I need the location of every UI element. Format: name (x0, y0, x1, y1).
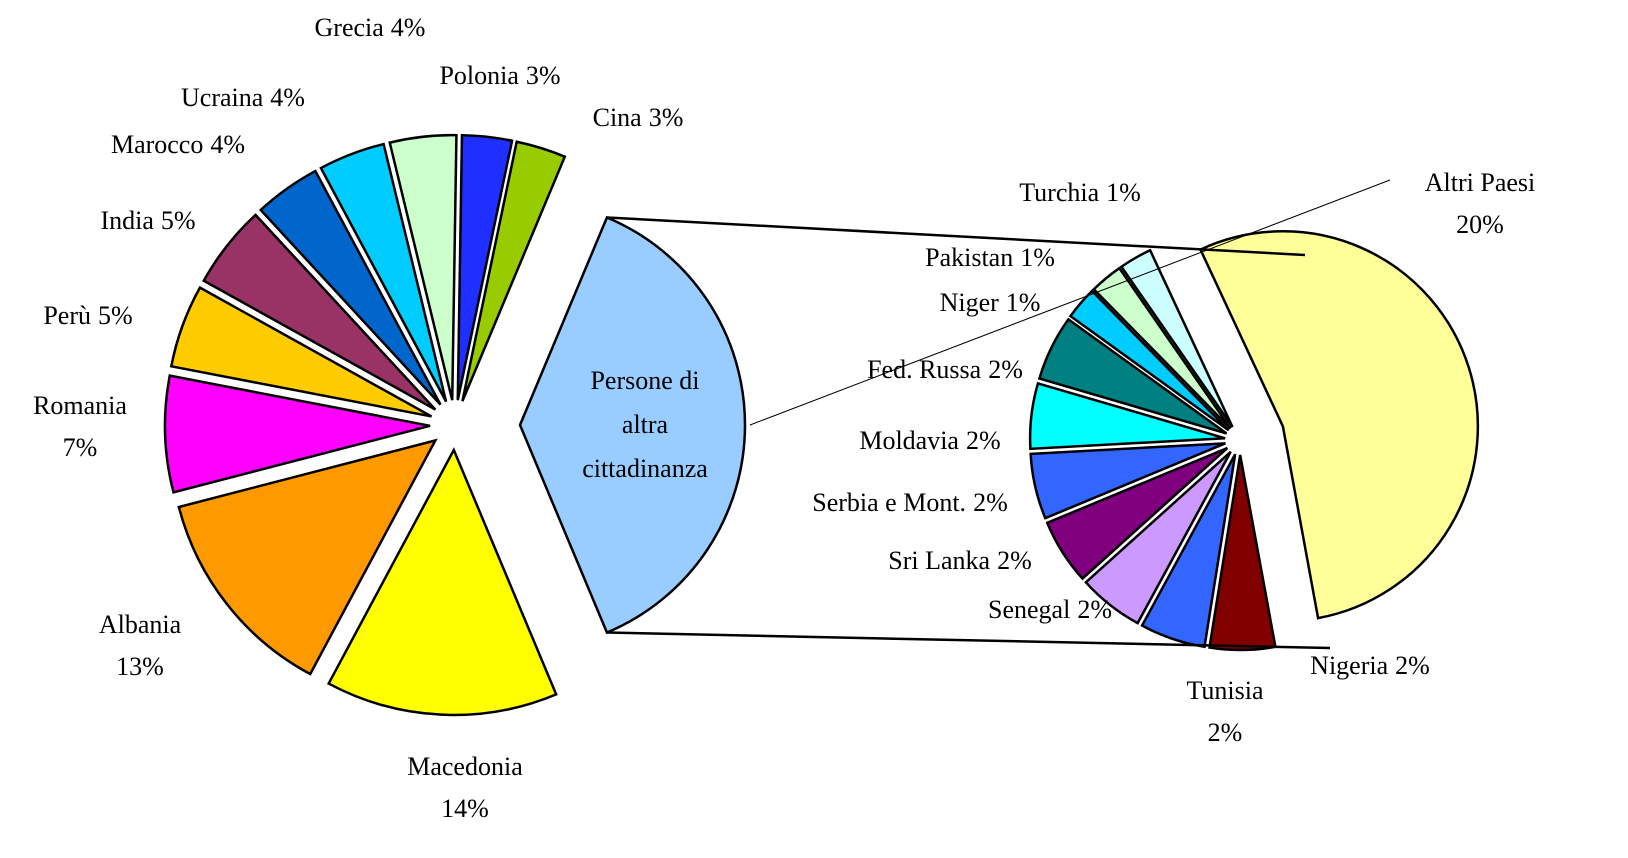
pie-slice (1028, 381, 1226, 451)
slice-label: Altri Paesi (1425, 168, 1536, 197)
pie-slice (388, 133, 458, 401)
pie-slice (1198, 230, 1480, 620)
slice-label-name: Polonia (439, 61, 519, 90)
pie-slice (1045, 446, 1229, 581)
slice-label-name: Niger (940, 288, 1000, 317)
slice-value-label: 3% (649, 103, 684, 132)
pie-slice (1029, 442, 1226, 520)
other-label: Persone di altra cittadinanza (582, 366, 708, 483)
pie-slice (518, 215, 747, 635)
slice-label: Turchia 1% (1019, 178, 1141, 207)
slice-label-name: Senegal (988, 595, 1070, 624)
slice-value-label: 4% (391, 13, 426, 42)
slice-label-name: Pakistan (925, 243, 1013, 272)
slice-label: Sri Lanka 2% (888, 546, 1031, 575)
slice-label-name: Moldavia (859, 426, 959, 455)
pie-slice (1092, 266, 1232, 430)
slice-label: Senegal 2% (988, 595, 1112, 624)
slice-value-label: 7% (63, 433, 98, 462)
slice-value-label: 5% (161, 206, 196, 235)
slice-label: Nigeria 2% (1310, 651, 1430, 680)
slice-label-name: India (100, 206, 154, 235)
slice-value-label: 2% (966, 426, 1001, 455)
slice-label: Fed. Russa 2% (867, 355, 1023, 384)
slice-label: Niger 1% (940, 288, 1041, 317)
slice-label: Moldavia 2% (859, 426, 1000, 455)
slice-label: Romania (33, 391, 127, 420)
slice-value-label: 2% (1395, 651, 1430, 680)
slice-value-label: 14% (441, 794, 489, 823)
slice-label: Cina 3% (593, 103, 684, 132)
slice-label-name: Perù (43, 301, 91, 330)
slice-value-label: 1% (1106, 178, 1141, 207)
slice-label-name: Fed. Russa (867, 355, 982, 384)
slice-value-label: 3% (526, 61, 561, 90)
pie-slice (1068, 289, 1230, 432)
slice-value-label: 2% (1077, 595, 1112, 624)
pie-slice (326, 447, 558, 717)
connector-line (606, 216, 1306, 257)
slice-value-label: 1% (1006, 288, 1041, 317)
slice-value-label: 1% (1020, 243, 1055, 272)
slice-value-label: 5% (98, 301, 133, 330)
pie-slice (258, 169, 442, 406)
slice-label: Marocco 4% (111, 130, 245, 159)
slice-label-name: Ucraina (181, 83, 264, 112)
slice-label-name: Sri Lanka (888, 546, 990, 575)
pie-slice (163, 374, 431, 494)
slice-label: Perù 5% (43, 301, 132, 330)
slice-label: Serbia e Mont. 2% (812, 488, 1007, 517)
slice-label: Grecia 4% (315, 13, 426, 42)
pie-slice (1140, 453, 1237, 649)
pie-slice (177, 438, 438, 676)
slice-label-name: Serbia e Mont. (812, 488, 966, 517)
slice-label-name: Turchia (1019, 178, 1099, 207)
slice-label-name: Nigeria (1310, 651, 1388, 680)
slice-label-name: Marocco (111, 130, 203, 159)
leader-line (749, 179, 1391, 426)
slice-label-name: Grecia (315, 13, 385, 42)
pie-slice (461, 140, 567, 402)
slice-value-label: 2% (988, 355, 1023, 384)
slice-value-label: 20% (1456, 210, 1504, 239)
slice-value-label: 2% (997, 546, 1032, 575)
slice-label: Ucraina 4% (181, 83, 305, 112)
slice-label: Pakistan 1% (925, 243, 1055, 272)
pie-slice (456, 133, 514, 401)
slice-value-label: 13% (116, 652, 164, 681)
slice-label: Macedonia (407, 752, 523, 781)
slice-value-label: 4% (210, 130, 245, 159)
slice-label: Tunisia (1186, 676, 1264, 705)
pie-slice (202, 213, 437, 411)
slice-label: Albania (99, 610, 182, 639)
slice-value-label: 2% (1208, 718, 1243, 747)
slice-label: India 5% (100, 206, 195, 235)
pie-slice (319, 142, 448, 403)
slice-label-name: Cina (593, 103, 643, 132)
pie-slice (1084, 450, 1232, 625)
slice-value-label: 4% (270, 83, 305, 112)
slice-label: Polonia 3% (439, 61, 560, 90)
pie-slice (1119, 248, 1234, 428)
slice-value-label: 2% (973, 488, 1008, 517)
pie-slice (169, 285, 433, 418)
pie-slice (1037, 317, 1228, 435)
connector-line (606, 631, 1331, 650)
